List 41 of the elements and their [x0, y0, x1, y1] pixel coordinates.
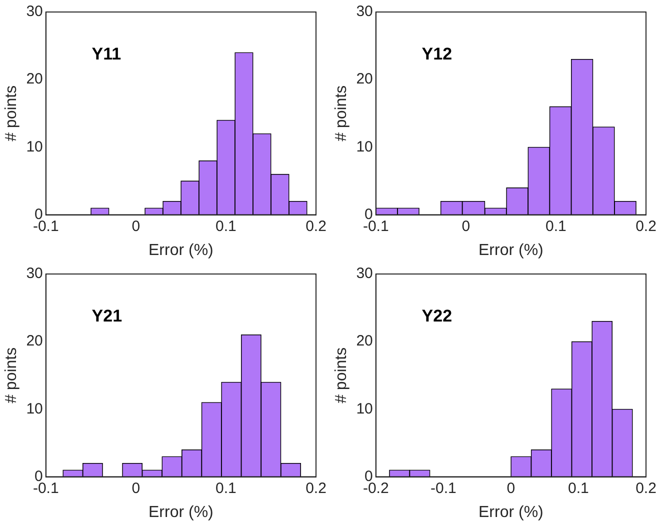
x-tick-label: -0.1 — [430, 480, 456, 497]
x-tick-label: 0.1 — [216, 480, 236, 497]
y-tick-label: 10 — [356, 138, 373, 156]
x-tick-label: 0.1 — [546, 218, 566, 235]
y-axis-title: # points — [333, 85, 350, 142]
text: Y22 — [422, 306, 452, 326]
x-tick-label: 0.2 — [636, 480, 656, 497]
x-tick-label: 0.1 — [216, 218, 236, 235]
x-axis-title: Error (%) — [148, 504, 214, 521]
y-tick-label: 30 — [26, 265, 43, 282]
text: Y11 — [92, 44, 122, 64]
x-axis-title: Error (%) — [478, 242, 544, 259]
y-tick-label: 30 — [356, 265, 373, 282]
y-tick-label: 20 — [356, 332, 373, 350]
y-tick-label: 30 — [26, 3, 43, 20]
y-tick-label: 20 — [356, 70, 373, 88]
text: Y12 — [422, 44, 452, 64]
y-tick-label: 20 — [26, 70, 43, 88]
x-tick-label: 0.1 — [568, 480, 589, 497]
y-tick-label: 30 — [356, 3, 373, 20]
x-tick-label: 0 — [462, 218, 470, 235]
x-axis-title: Error (%) — [478, 504, 544, 521]
x-axis-title: Error (%) — [148, 242, 214, 259]
y-tick-label: 10 — [26, 138, 43, 156]
x-tick-label: -0.1 — [32, 218, 59, 235]
y-axis-title: # points — [333, 347, 350, 404]
x-tick-label: 0.2 — [306, 218, 326, 235]
x-tick-label: 0 — [132, 480, 140, 497]
y-tick-label: 10 — [26, 400, 43, 418]
x-tick-label: 0 — [506, 480, 516, 497]
y-axis-title: # points — [3, 85, 20, 142]
y-tick-label: 10 — [356, 400, 373, 418]
x-tick-label: -0.1 — [32, 480, 59, 497]
y-axis-title: # points — [3, 347, 20, 404]
x-tick-label: -0.2 — [362, 480, 389, 497]
x-tick-label: 0 — [132, 218, 140, 235]
x-tick-label: -0.1 — [362, 218, 389, 235]
x-tick-label: 0.2 — [636, 218, 656, 235]
text: Y21 — [92, 306, 122, 326]
y-tick-label: 20 — [26, 332, 43, 350]
x-tick-label: 0.2 — [306, 480, 326, 497]
